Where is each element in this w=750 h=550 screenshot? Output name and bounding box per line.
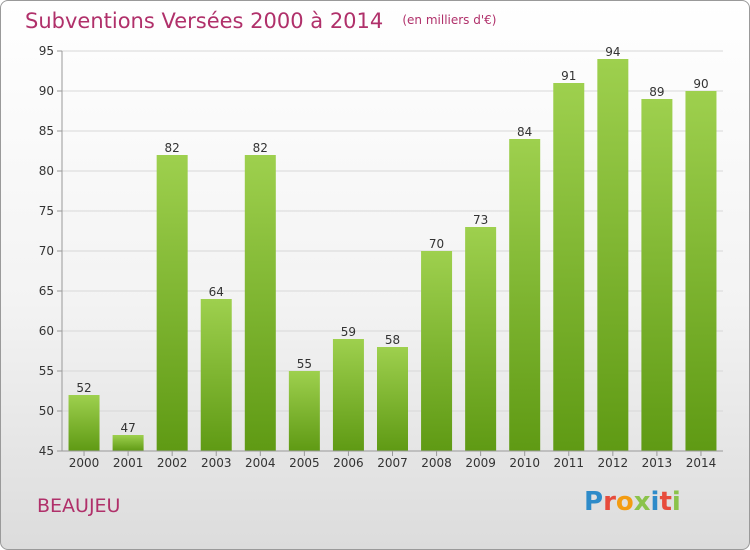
- y-tick-label: 70: [39, 244, 54, 258]
- bar-2001: [112, 435, 144, 451]
- value-label-2000: 52: [76, 381, 91, 395]
- bar-2009: [465, 227, 497, 451]
- bar-2003: [200, 299, 232, 451]
- bar-2000: [68, 395, 100, 451]
- logo-letter: t: [659, 487, 672, 517]
- title-row: Subventions Versées 2000 à 2014 (en mill…: [25, 9, 496, 33]
- logo-letter: x: [633, 487, 651, 517]
- value-label-2002: 82: [165, 141, 180, 155]
- value-label-2010: 84: [517, 125, 532, 139]
- y-tick-label: 50: [39, 404, 54, 418]
- y-tick-label: 90: [39, 84, 54, 98]
- bar-2014: [685, 91, 717, 451]
- chart-title: Subventions Versées 2000 à 2014: [25, 9, 384, 33]
- x-tick-label-2000: 2000: [69, 456, 100, 470]
- y-tick-label: 55: [39, 364, 54, 378]
- value-label-2005: 55: [297, 357, 312, 371]
- x-tick-label-2009: 2009: [465, 456, 496, 470]
- bar-2006: [332, 339, 364, 451]
- bar-2010: [509, 139, 541, 451]
- bar-2012: [597, 59, 629, 451]
- x-tick-label-2011: 2011: [553, 456, 584, 470]
- bar-2013: [641, 99, 673, 451]
- city-label: BEAUJEU: [37, 495, 121, 517]
- value-label-2011: 91: [561, 69, 576, 83]
- value-label-2006: 59: [341, 325, 356, 339]
- logo-letter: P: [584, 487, 604, 517]
- value-label-2004: 82: [253, 141, 268, 155]
- x-tick-label-2005: 2005: [289, 456, 320, 470]
- y-tick-label: 45: [39, 444, 54, 458]
- y-tick-label: 80: [39, 164, 54, 178]
- bar-2005: [288, 371, 320, 451]
- y-tick-label: 65: [39, 284, 54, 298]
- x-tick-label-2002: 2002: [157, 456, 188, 470]
- x-tick-label-2008: 2008: [421, 456, 452, 470]
- logo-letter: r: [603, 487, 616, 517]
- x-tick-label-2013: 2013: [642, 456, 673, 470]
- x-tick-label-2007: 2007: [377, 456, 408, 470]
- value-label-2012: 94: [605, 45, 620, 59]
- y-tick-label: 60: [39, 324, 54, 338]
- bar-2002: [156, 155, 188, 451]
- value-label-2008: 70: [429, 237, 444, 251]
- x-tick-label-2014: 2014: [686, 456, 717, 470]
- logo-letter: i: [650, 487, 660, 517]
- bar-2008: [421, 251, 453, 451]
- value-label-2014: 90: [693, 77, 708, 91]
- value-label-2001: 47: [120, 421, 135, 435]
- logo-letter: o: [615, 487, 634, 517]
- x-tick-label-2012: 2012: [598, 456, 629, 470]
- bar-2004: [244, 155, 276, 451]
- x-tick-label-2003: 2003: [201, 456, 232, 470]
- logo-letter: i: [671, 487, 681, 517]
- x-tick-label-2006: 2006: [333, 456, 364, 470]
- y-tick-label: 85: [39, 124, 54, 138]
- x-tick-label-2004: 2004: [245, 456, 276, 470]
- value-label-2009: 73: [473, 213, 488, 227]
- bar-2011: [553, 83, 585, 451]
- y-tick-label: 75: [39, 204, 54, 218]
- x-tick-label-2010: 2010: [509, 456, 540, 470]
- x-tick-label-2001: 2001: [113, 456, 144, 470]
- value-label-2013: 89: [649, 85, 664, 99]
- value-label-2003: 64: [209, 285, 224, 299]
- y-tick-label: 95: [39, 44, 54, 58]
- value-label-2007: 58: [385, 333, 400, 347]
- bar-2007: [377, 347, 408, 451]
- chart-subtitle: (en milliers d'€): [402, 13, 497, 27]
- proxiti-logo: Proxiti: [584, 487, 681, 517]
